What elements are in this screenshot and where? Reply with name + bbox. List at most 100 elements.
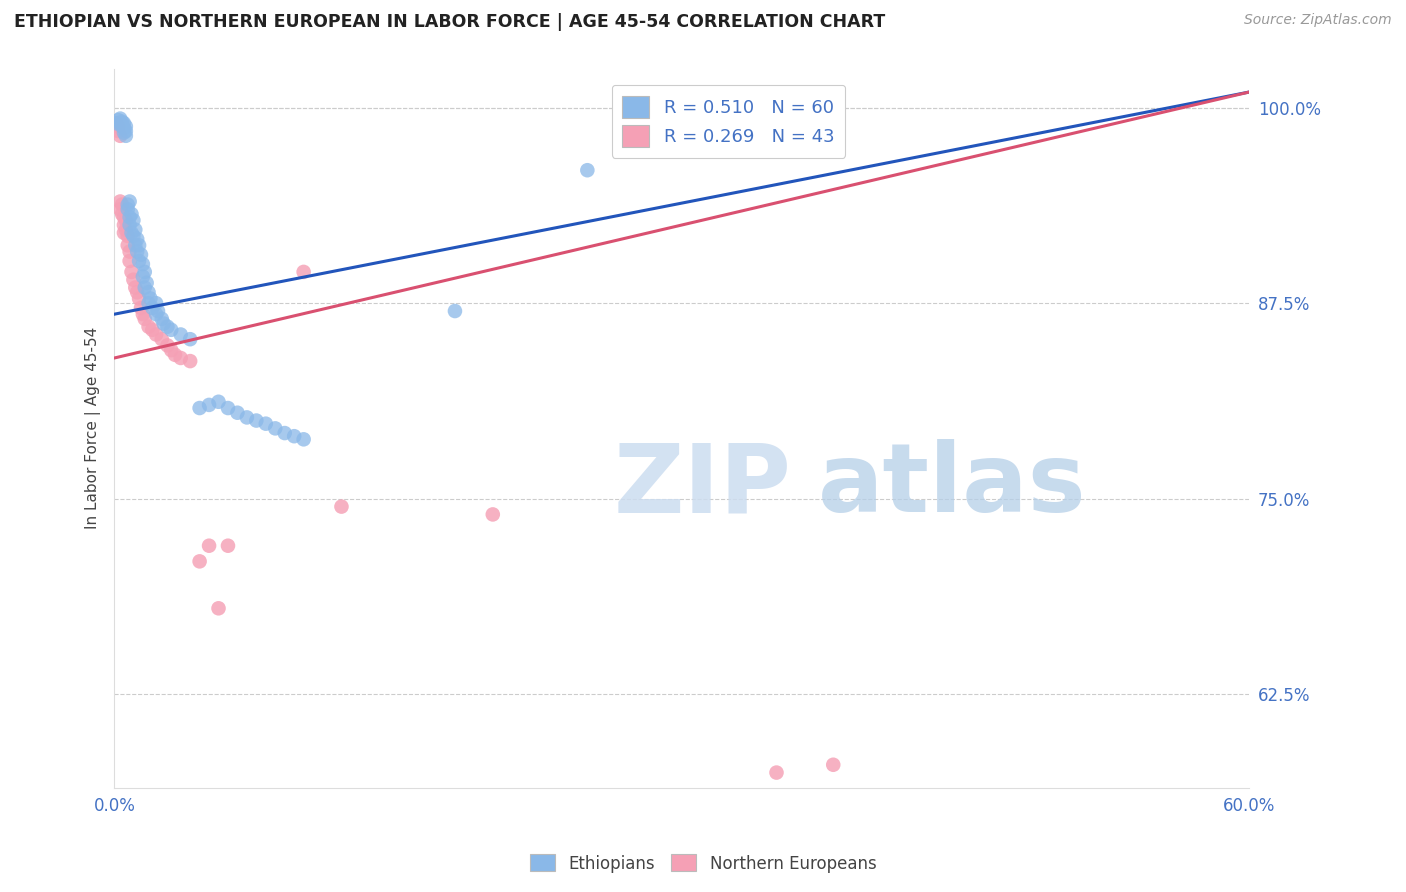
Point xyxy=(134,265,156,279)
Point xyxy=(254,417,277,431)
Point xyxy=(124,238,146,252)
Point xyxy=(150,311,173,326)
Point xyxy=(330,500,353,514)
Point xyxy=(112,126,135,140)
Point xyxy=(198,539,221,553)
Y-axis label: In Labor Force | Age 45-54: In Labor Force | Age 45-54 xyxy=(86,327,101,530)
Point xyxy=(124,222,146,236)
Point xyxy=(108,128,131,143)
Point xyxy=(115,222,138,236)
Point xyxy=(274,426,297,441)
Point xyxy=(127,232,149,246)
Point xyxy=(170,351,193,365)
Point xyxy=(128,254,150,268)
Point xyxy=(108,116,131,130)
Point xyxy=(139,292,162,306)
Point xyxy=(112,226,135,240)
Point xyxy=(128,292,150,306)
Point xyxy=(115,124,138,138)
Point xyxy=(124,280,146,294)
Point xyxy=(122,213,145,227)
Point xyxy=(117,238,139,252)
Point xyxy=(170,327,193,342)
Text: ETHIOPIAN VS NORTHERN EUROPEAN IN LABOR FORCE | AGE 45-54 CORRELATION CHART: ETHIOPIAN VS NORTHERN EUROPEAN IN LABOR … xyxy=(14,13,886,31)
Point xyxy=(156,319,179,334)
Point xyxy=(115,128,138,143)
Point xyxy=(132,307,155,321)
Point xyxy=(576,163,599,178)
Point xyxy=(132,269,155,284)
Point xyxy=(121,226,143,240)
Point xyxy=(128,238,150,252)
Point xyxy=(188,554,211,568)
Point xyxy=(107,124,129,138)
Point xyxy=(112,116,135,130)
Point xyxy=(146,304,169,318)
Point xyxy=(118,218,141,232)
Point xyxy=(283,429,305,443)
Point xyxy=(117,197,139,211)
Text: Source: ZipAtlas.com: Source: ZipAtlas.com xyxy=(1244,13,1392,28)
Point xyxy=(111,207,134,221)
Point xyxy=(129,248,152,262)
Point xyxy=(179,354,201,368)
Point xyxy=(207,601,229,615)
Point xyxy=(108,194,131,209)
Point xyxy=(145,307,167,321)
Point xyxy=(217,539,239,553)
Point xyxy=(117,202,139,217)
Point xyxy=(105,116,128,130)
Point xyxy=(141,301,163,315)
Point xyxy=(217,401,239,415)
Point xyxy=(132,257,155,271)
Point xyxy=(127,285,149,300)
Point xyxy=(138,319,160,334)
Legend: R = 0.510   N = 60, R = 0.269   N = 43: R = 0.510 N = 60, R = 0.269 N = 43 xyxy=(612,85,845,158)
Point xyxy=(118,194,141,209)
Point xyxy=(138,285,160,300)
Point xyxy=(107,113,129,128)
Point xyxy=(179,332,201,346)
Point xyxy=(245,413,267,427)
Point xyxy=(122,273,145,287)
Point xyxy=(122,228,145,243)
Point xyxy=(121,265,143,279)
Point xyxy=(108,202,131,217)
Point xyxy=(111,197,134,211)
Point xyxy=(121,207,143,221)
Point xyxy=(108,112,131,126)
Point xyxy=(236,410,259,425)
Point xyxy=(134,311,156,326)
Point xyxy=(112,218,135,232)
Point xyxy=(198,398,221,412)
Point xyxy=(226,406,249,420)
Point xyxy=(765,765,787,780)
Point xyxy=(118,254,141,268)
Point xyxy=(115,120,138,134)
Point xyxy=(105,116,128,130)
Point xyxy=(135,276,157,290)
Point xyxy=(138,296,160,310)
Point xyxy=(111,114,134,128)
Point xyxy=(444,304,467,318)
Point xyxy=(115,213,138,227)
Point xyxy=(127,244,149,259)
Point xyxy=(292,265,315,279)
Point xyxy=(163,348,186,362)
Point xyxy=(264,421,287,435)
Text: ZIP: ZIP xyxy=(614,440,792,533)
Point xyxy=(112,120,135,135)
Point xyxy=(111,120,134,134)
Point xyxy=(188,401,211,415)
Point xyxy=(134,280,156,294)
Point xyxy=(145,296,167,310)
Point xyxy=(118,244,141,259)
Point xyxy=(129,301,152,315)
Point xyxy=(207,394,229,409)
Point xyxy=(481,508,503,522)
Point xyxy=(112,210,135,224)
Point xyxy=(145,327,167,342)
Point xyxy=(292,433,315,447)
Legend: Ethiopians, Northern Europeans: Ethiopians, Northern Europeans xyxy=(523,847,883,880)
Point xyxy=(156,338,179,352)
